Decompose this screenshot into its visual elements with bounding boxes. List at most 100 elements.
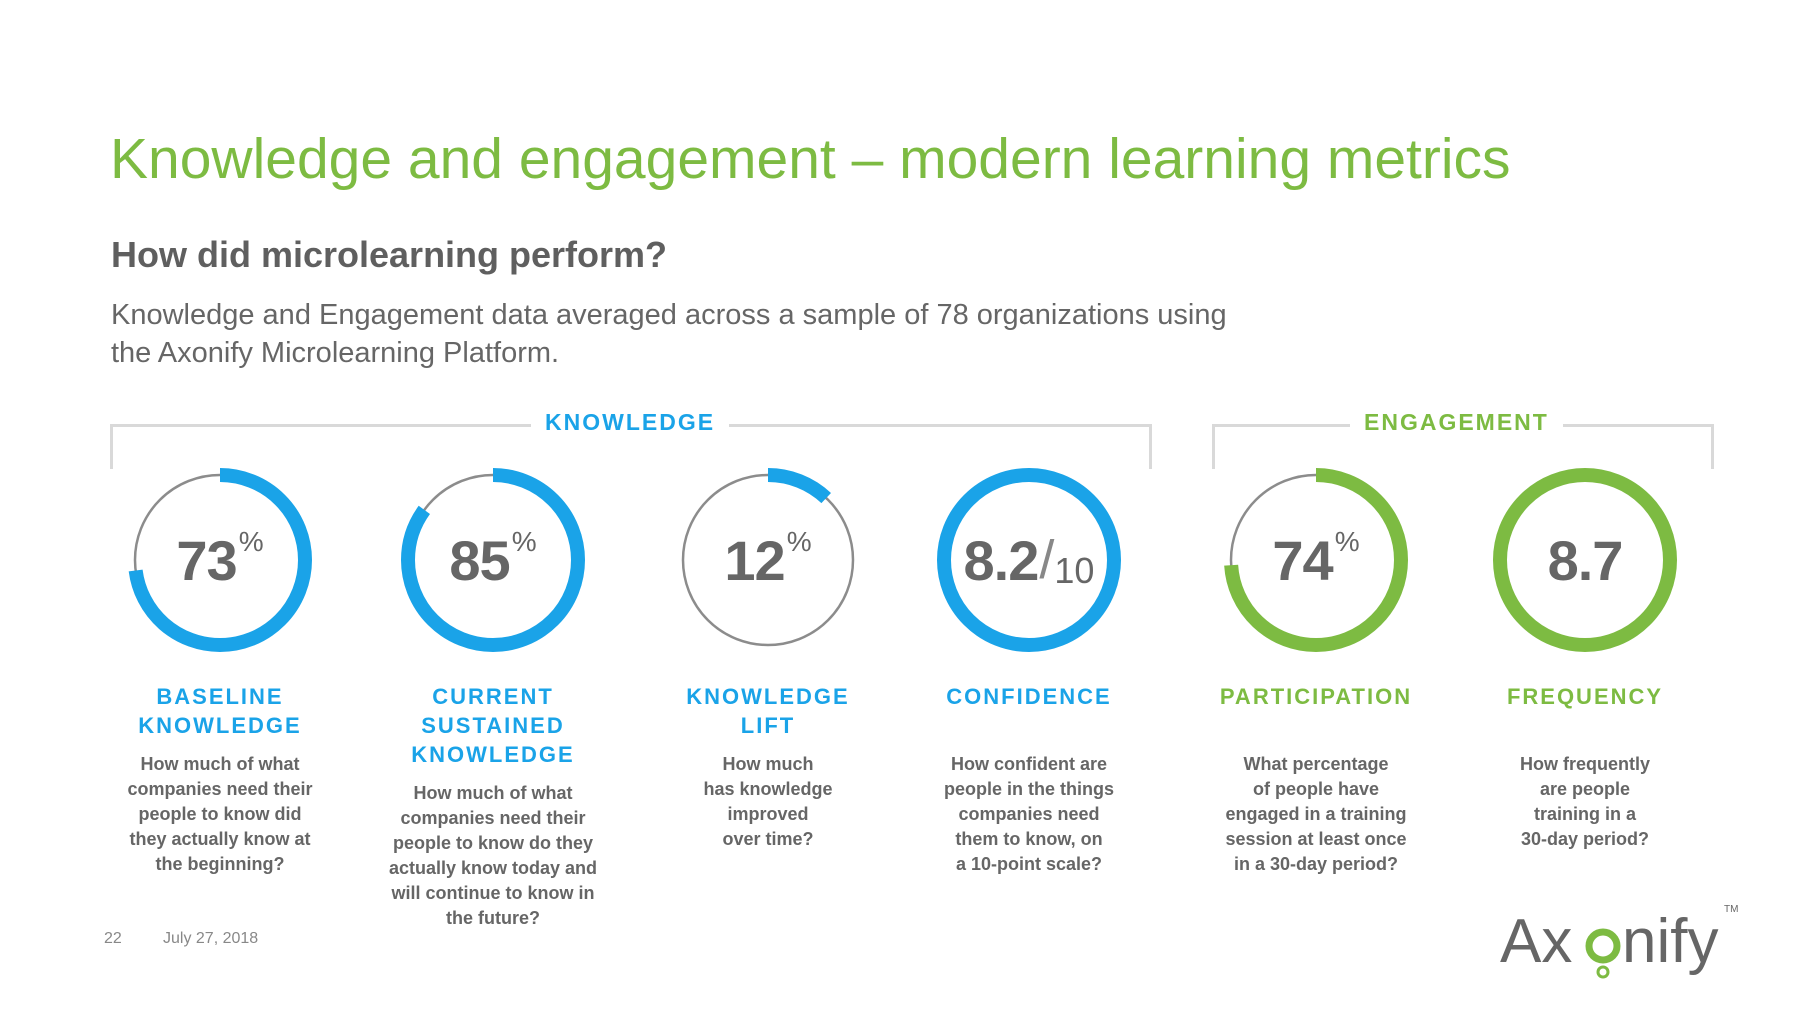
ring-gauge (128, 468, 312, 652)
metric-label-line: KNOWLEDGE (411, 742, 575, 767)
metric-question-line: companies need (958, 804, 1100, 824)
description-line: Knowledge and Engagement data averaged a… (111, 299, 1227, 331)
metric-question-line: they actually know at (129, 829, 311, 849)
metric-ring: 8.7 (1485, 460, 1685, 660)
metric-question-line: session at least once (1225, 829, 1407, 849)
metric-question: How confident are people in the things com… (904, 752, 1154, 877)
metric-ring: 73% (120, 460, 320, 660)
metric-label-line: LIFT (740, 713, 796, 738)
metric-question: How much of what companies need their peop… (368, 781, 618, 931)
logo-wordmark-b: nify (1622, 907, 1718, 976)
slide-description: Knowledge and Engagement data averaged a… (111, 296, 1411, 372)
metric-question-line: companies need their (127, 779, 313, 799)
axonify-logo: Ax nify TM (1500, 904, 1738, 979)
metric-label: KNOWLEDGE LIFT (643, 682, 893, 740)
metric-question-line: over time? (722, 829, 814, 849)
metric-label: FREQUENCY (1460, 682, 1710, 740)
metric-question-line: are people (1539, 779, 1631, 799)
metric-value: 8.2 (963, 528, 1040, 592)
metric-question-line: the beginning? (155, 854, 285, 874)
ring-fill-arc (401, 468, 585, 652)
metric-card: 74% PARTICIPATION What percentage of people… (1191, 460, 1441, 877)
metric-question-line: companies need their (400, 808, 586, 828)
metric-label: CONFIDENCE (904, 682, 1154, 740)
logo-trademark: TM (1724, 904, 1738, 915)
metric-card: 8.2/10 CONFIDENCE How confident are people … (904, 460, 1154, 877)
metric-question-line: of people have (1252, 779, 1380, 799)
metric-question-line: What percentage (1243, 754, 1389, 774)
ring-fill-arc (937, 468, 1121, 652)
metric-value: 74 (1272, 528, 1333, 592)
metric-question: What percentage of people have engaged in … (1191, 752, 1441, 877)
metric-card: 12% KNOWLEDGE LIFT How much has knowledge imp… (643, 460, 893, 852)
metric-value-group: 73% (120, 460, 320, 660)
ring-fill-arc (1493, 468, 1677, 652)
metric-label-line: BASELINE (156, 684, 284, 709)
metric-question-line: How much of what (140, 754, 300, 774)
metric-ring: 8.2/10 (929, 460, 1129, 660)
metric-ring: 74% (1216, 460, 1416, 660)
slide-subtitle: How did microlearning perform? (111, 234, 668, 275)
knowledge-group-label: KNOWLEDGE (531, 409, 730, 436)
metric-label-line: CONFIDENCE (946, 684, 1112, 709)
metric-value: 73 (176, 528, 237, 592)
metric-value: 85 (449, 528, 510, 592)
metric-question-line: How confident are (950, 754, 1107, 774)
logo-wordmark-a: Ax (1500, 907, 1572, 976)
metric-value-group: 85% (393, 460, 593, 660)
metric-label: CURRENT SUSTAINED KNOWLEDGE (368, 682, 618, 769)
ring-gauge (1224, 468, 1408, 652)
metric-question: How much of what companies need their peop… (95, 752, 345, 877)
metric-label: PARTICIPATION (1191, 682, 1441, 740)
ring-gauge (676, 468, 860, 652)
metric-label-line: CURRENT SUSTAINED (421, 684, 565, 738)
metric-question-line: people in the things (944, 779, 1114, 799)
logo-o-ring (1585, 928, 1621, 964)
fraction-slash: / (1039, 530, 1054, 590)
metric-label-line: FREQUENCY (1506, 684, 1664, 709)
metric-question-line: will continue to know in (391, 883, 595, 903)
metric-question-line: engaged in a training (1225, 804, 1407, 824)
metric-label-line: KNOWLEDGE (686, 684, 850, 709)
metric-ring: 12% (668, 460, 868, 660)
engagement-group-label: ENGAGEMENT (1350, 409, 1563, 436)
footer-date: July 27, 2018 (163, 930, 259, 947)
metric-question-line: actually know today and (388, 858, 598, 878)
metric-unit: % (1334, 526, 1360, 557)
ring-gauge (1493, 468, 1677, 652)
metric-ring: 85% (393, 460, 593, 660)
metric-value-group: 8.2/10 (929, 460, 1129, 660)
metric-question-line: How much (722, 754, 814, 774)
metric-unit: % (238, 526, 264, 557)
metric-question-line: people to know did (138, 804, 302, 824)
metric-question-line: a 10-point scale? (955, 854, 1103, 874)
metric-label-line: KNOWLEDGE (138, 713, 302, 738)
metric-label: BASELINE KNOWLEDGE (95, 682, 345, 740)
ring-fill-arc (128, 468, 312, 652)
slide-title: Knowledge and engagement – modern learni… (110, 127, 1511, 191)
ring-fill-arc (1224, 468, 1408, 652)
metric-question-line: has knowledge (703, 779, 833, 799)
ring-fill-arc (676, 468, 860, 652)
metric-value-group: 8.7 (1485, 460, 1685, 660)
metric-card: 73% BASELINE KNOWLEDGE How much of what comp… (95, 460, 345, 877)
metric-value-group: 12% (668, 460, 868, 660)
metric-label-line: PARTICIPATION (1219, 684, 1413, 709)
page-number: 22 (104, 930, 122, 947)
ring-gauge (937, 468, 1121, 652)
metric-question: How frequently are people training in a 30-… (1460, 752, 1710, 852)
metric-value-group: 74% (1216, 460, 1416, 660)
metric-denominator: 10 (1054, 550, 1095, 591)
metric-card: 85% CURRENT SUSTAINED KNOWLEDGE How much of… (368, 460, 618, 931)
metric-question-line: in a 30-day period? (1233, 854, 1399, 874)
metric-question: How much has knowledge improved over time? (643, 752, 893, 852)
metric-question-line: 30-day period? (1520, 829, 1650, 849)
metric-question-line: the future? (446, 908, 540, 928)
metric-question-line: How much of what (413, 783, 573, 803)
metric-value: 8.7 (1547, 528, 1624, 592)
metric-card: 8.7 FREQUENCY How frequently are people trai… (1460, 460, 1710, 852)
metric-unit: % (511, 526, 537, 557)
metric-question-line: improved (727, 804, 809, 824)
description-line: the Axonify Microlearning Platform. (111, 337, 560, 369)
metric-question-line: training in a (1533, 804, 1636, 824)
